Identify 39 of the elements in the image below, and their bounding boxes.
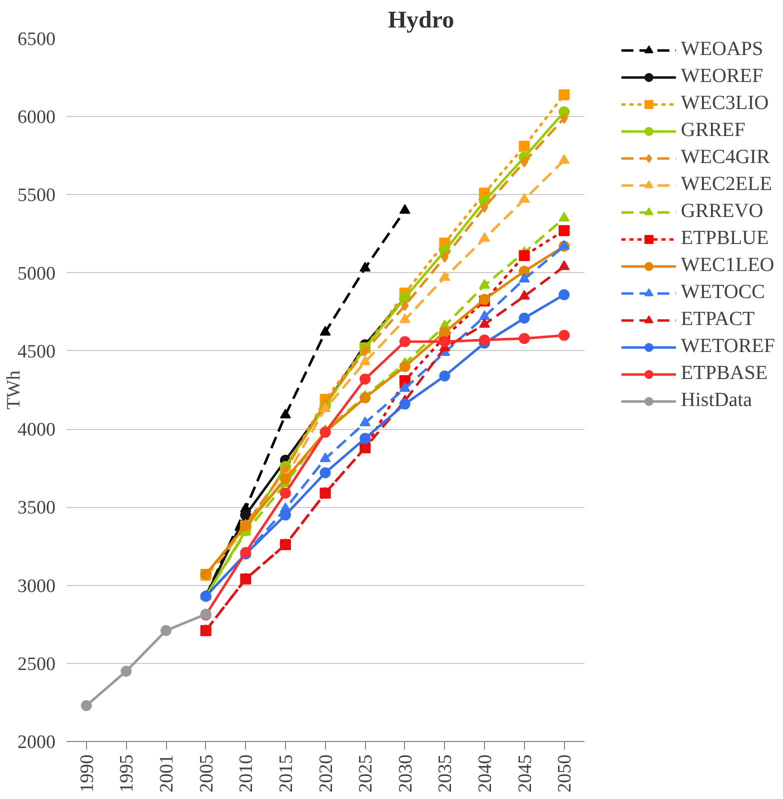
legend-label: WEC1LEO [680, 254, 774, 277]
y-tick-label: 5500 [18, 185, 56, 206]
x-tick-label: 1990 [76, 754, 98, 792]
x-tick-label: 1995 [116, 754, 138, 792]
x-tick-label: 2030 [395, 754, 416, 792]
legend-label: WEOREF [680, 65, 764, 88]
y-axis-title: TWh [4, 370, 24, 410]
legend-label: WEC4GIR [680, 146, 770, 169]
x-tick-label: 2010 [236, 754, 258, 792]
y-tick-label: 3500 [18, 498, 56, 519]
x-tick-label: 2045 [514, 754, 536, 792]
x-tick-label: 2025 [356, 754, 377, 792]
y-tick-label: 3000 [18, 576, 56, 597]
y-tick-label: 6500 [18, 29, 56, 50]
legend-label: ETPBLUE [680, 227, 769, 250]
y-tick-label: 6000 [18, 107, 56, 128]
legend-label: WEC3LIO [680, 92, 769, 115]
legend-label: WEOAPS [680, 38, 764, 61]
legend-label: GRREF [680, 119, 746, 142]
x-tick-label: 2015 [276, 754, 297, 792]
x-tick-label: 2050 [554, 754, 576, 792]
legend-label: ETPBASE [680, 362, 768, 385]
y-tick-label: 5000 [18, 263, 56, 284]
legend-label: WETOCC [680, 281, 765, 304]
legend-label: WEC2ELE [680, 173, 772, 196]
legend-label: WETOREF [680, 335, 775, 358]
legend-label: HistData [680, 389, 752, 412]
x-tick-label: 2035 [435, 754, 456, 792]
x-tick-label: 2005 [196, 754, 218, 792]
y-tick-label: 4000 [18, 420, 56, 441]
x-tick-label: 2001 [156, 754, 178, 792]
x-tick-label: 2020 [316, 754, 337, 792]
y-tick-label: 4500 [18, 341, 56, 362]
chart-title: Hydro [388, 8, 454, 34]
y-tick-label: 2500 [18, 654, 56, 675]
x-tick-label: 2040 [474, 754, 496, 792]
y-tick-label: 2000 [18, 732, 56, 753]
legend-label: GRREVO [680, 200, 764, 223]
legend-label: ETPACT [680, 308, 755, 331]
